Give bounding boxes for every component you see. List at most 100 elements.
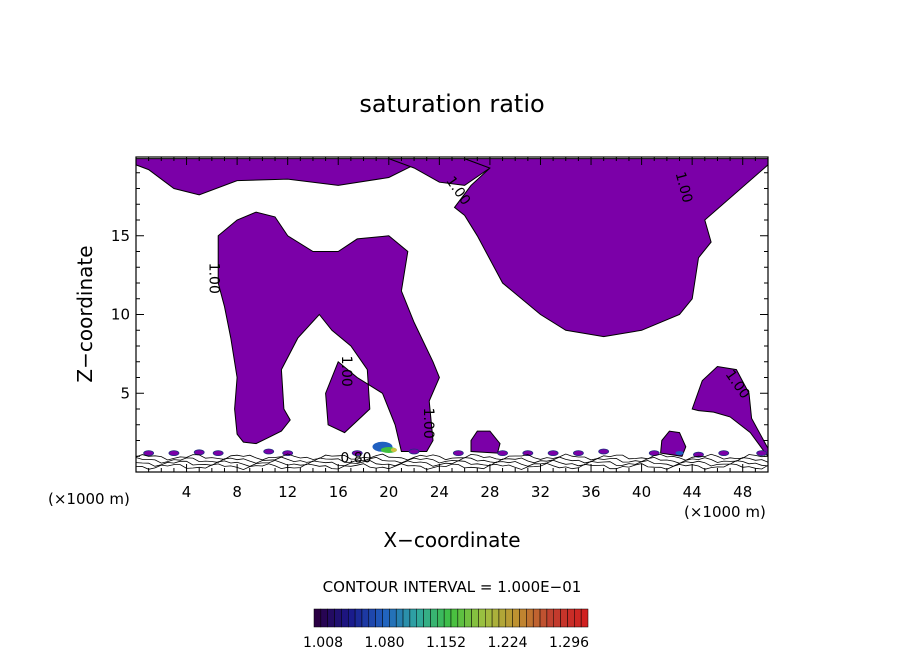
contour-interval-text: CONTOUR INTERVAL = 1.000E−01 [323, 578, 582, 596]
surface-cell [497, 450, 508, 457]
contour-label: 1.00 [338, 356, 354, 387]
colorbar-cell [395, 608, 404, 628]
y-tick-label: 5 [120, 384, 130, 402]
x-tick-label: 36 [581, 483, 600, 501]
colorbar-cell [416, 608, 424, 628]
x-tick-label: 44 [683, 483, 702, 501]
surface-cell [408, 448, 420, 455]
colorbar-cell [498, 608, 507, 628]
surface-cell [212, 450, 224, 457]
colorbar-cell [368, 608, 376, 628]
supersaturation-core [390, 447, 397, 452]
colorbar-cell [485, 608, 493, 628]
colorbar-cell [553, 608, 561, 628]
surface-cell [573, 450, 584, 457]
x-tick-label: 16 [329, 483, 348, 501]
colorbar-cell [450, 608, 459, 628]
colorbar [313, 608, 589, 628]
x-unit-right: (×1000 m) [684, 503, 766, 521]
colorbar-cell [546, 608, 555, 628]
colorbar-label: 1.296 [549, 635, 589, 651]
colorbar-cell [478, 608, 486, 628]
colorbar-cell [457, 608, 465, 628]
colorbar-cell [423, 608, 431, 628]
x-axis-label: X−coordinate [383, 528, 520, 552]
colorbar-labels: 1.008 1.080 1.152 1.224 1.296 [303, 635, 589, 651]
surface-contour-line [135, 456, 769, 464]
colorbar-cell [341, 608, 349, 628]
colorbar-cell [567, 608, 575, 628]
y-axis-label: Z−coordinate [73, 245, 97, 382]
colorbar-cell [532, 608, 541, 628]
x-tick-label: 12 [278, 483, 297, 501]
colorbar-cell [354, 608, 363, 628]
colorbar-cell [443, 608, 452, 628]
contour-label: 1.00 [672, 170, 696, 204]
y-axis-ticks: 5 10 15 [111, 172, 768, 457]
colorbar-cell [389, 608, 397, 628]
surface-cell [718, 450, 730, 457]
colorbar-cell [361, 608, 370, 628]
surface-cell [452, 450, 464, 457]
x-tick-label: 40 [632, 483, 651, 501]
colorbar-label: 1.008 [303, 635, 343, 651]
x-tick-label: 20 [379, 483, 398, 501]
colorbar-cell [430, 608, 438, 628]
surface-cell [168, 450, 180, 457]
x-tick-label: 8 [232, 483, 242, 501]
colorbar-cell [409, 608, 417, 628]
surface-cell [351, 450, 363, 457]
surface-contour-line [135, 453, 769, 461]
colorbar-label: 1.080 [364, 635, 404, 651]
colorbar-cell [464, 608, 472, 628]
colorbar-cell [526, 608, 534, 628]
colorbar-cell [437, 608, 445, 628]
colorbar-cell [313, 608, 322, 628]
contour-label: 0.80 [340, 451, 371, 467]
colorbar-cell [519, 608, 527, 628]
cloud-fill-regions [135, 158, 769, 458]
chart-title: saturation ratio [359, 90, 544, 118]
surface-contour-lines [135, 453, 769, 471]
colorbar-cell [375, 608, 383, 628]
colorbar-cell [560, 608, 568, 628]
colorbar-cell [491, 608, 500, 628]
surface-cell [756, 450, 768, 457]
colorbar-cell [580, 608, 589, 628]
x-axis-ticks: 4 8 12 16 20 24 28 32 36 40 44 48 [148, 157, 756, 501]
surface-cell [547, 450, 559, 457]
colorbar-cell [348, 608, 356, 628]
colorbar-cell [382, 608, 390, 628]
region-cell-42-43 [660, 430, 687, 457]
y-tick-label: 10 [111, 306, 130, 324]
colorbar-cell [505, 608, 513, 628]
colorbar-cell [539, 608, 548, 628]
surface-cell [263, 448, 275, 455]
colorbar-cell [512, 608, 520, 628]
colorbar-cell [334, 608, 342, 628]
colorbar-cell [402, 608, 411, 628]
surface-cell [282, 450, 294, 457]
colorbar-label: 1.152 [426, 635, 466, 651]
colorbar-cell [327, 608, 335, 628]
x-tick-label: 24 [430, 483, 449, 501]
x-tick-label: 28 [480, 483, 499, 501]
surface-cell [693, 451, 704, 458]
x-tick-label: 32 [531, 483, 550, 501]
x-tick-label: 48 [733, 483, 752, 501]
region-mid-left-cloud [217, 211, 440, 452]
colorbar-cell [574, 608, 582, 628]
contour-label: 1.00 [205, 263, 221, 294]
region-top-right-cloud [453, 158, 769, 338]
region-cell-27-28 [470, 430, 501, 454]
x-tick-label: 4 [182, 483, 192, 501]
colorbar-cell [320, 608, 328, 628]
contour-label: 1.00 [420, 408, 436, 439]
colorbar-cell [471, 608, 479, 628]
colorbar-label: 1.224 [487, 635, 527, 651]
supersaturation-core [675, 451, 684, 456]
surface-cell [193, 449, 205, 456]
surface-cell [143, 450, 155, 457]
surface-contour-line [135, 462, 769, 471]
